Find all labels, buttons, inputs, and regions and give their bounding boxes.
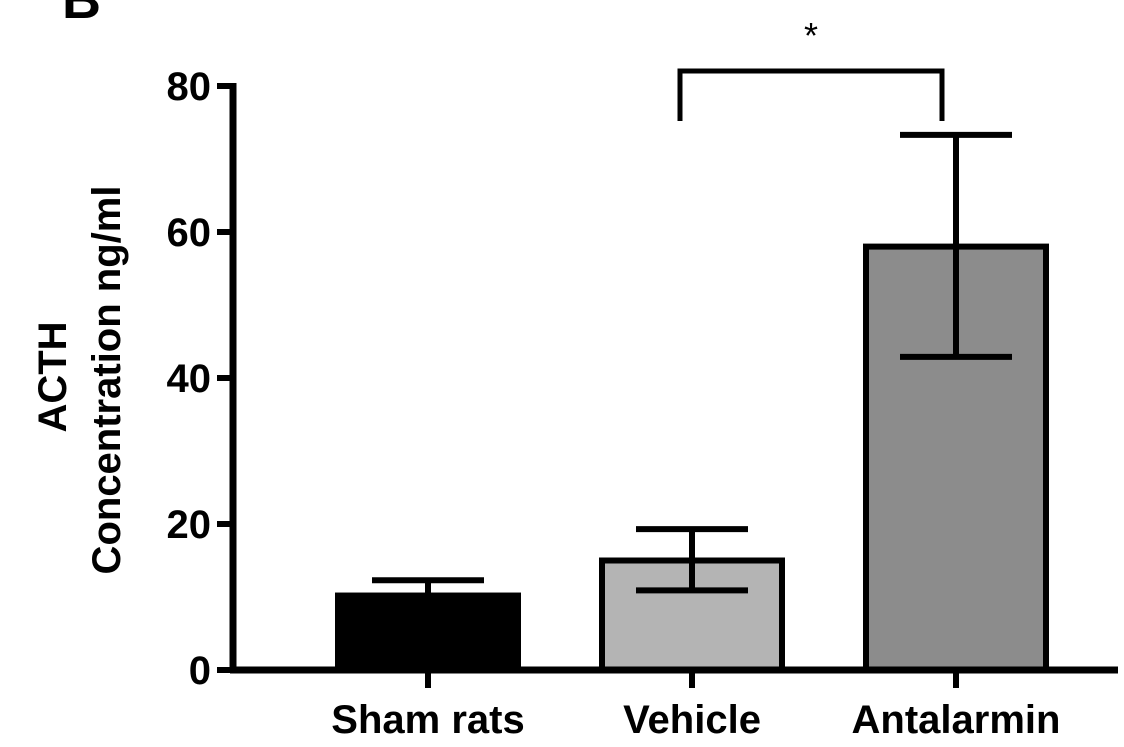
y-tick-label-40: 40: [167, 357, 212, 401]
axes-layer: 0 20 40 60 80 Sham rats Vehicle Antalarmin: [167, 65, 1118, 742]
bars-layer: [335, 243, 1049, 673]
x-tick-label-vehicle: Vehicle: [623, 698, 761, 742]
significance-bracket: [677, 68, 945, 121]
significance-star: *: [804, 15, 818, 56]
bar-sham-rats: [335, 592, 521, 673]
y-tick-label-60: 60: [167, 211, 212, 255]
y-axis-title-line2: Concentration ng/ml: [85, 186, 129, 575]
y-axis-title-line1: ACTH: [31, 321, 75, 432]
panel-label: B: [62, 0, 101, 30]
error-bars-layer: [372, 131, 1012, 596]
x-tick-label-antalarmin: Antalarmin: [852, 698, 1061, 742]
y-tick-label-80: 80: [167, 65, 212, 109]
y-tick-label-0: 0: [189, 649, 211, 693]
y-tick-label-20: 20: [167, 503, 212, 547]
significance-layer: *: [677, 15, 945, 121]
x-tick-label-sham-rats: Sham rats: [331, 698, 524, 742]
y-axis-title: ACTH Concentration ng/ml: [31, 186, 129, 575]
